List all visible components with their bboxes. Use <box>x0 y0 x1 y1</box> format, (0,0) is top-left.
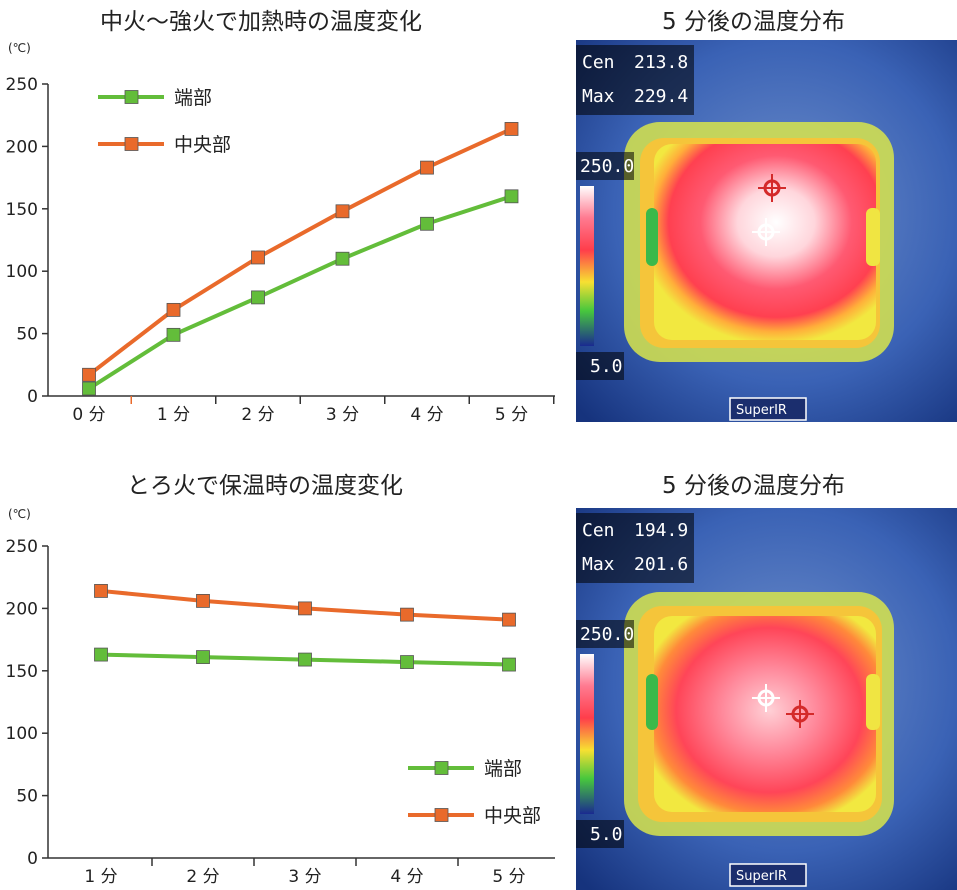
max-value: 201.6 <box>634 554 688 575</box>
cen-value: 213.8 <box>634 52 688 73</box>
max-label: Max <box>582 554 615 575</box>
data-point-0-4 <box>420 216 434 231</box>
legend-marker-1 <box>124 137 139 151</box>
cen-value: 194.9 <box>634 520 688 541</box>
data-point-1-1 <box>196 594 210 608</box>
x-tick-label: 5 分 <box>495 405 528 425</box>
y-tick-label: 200 <box>6 137 38 157</box>
y-tick-label: 150 <box>6 200 38 220</box>
thermal-image-2: Cen 194.9 Max 201.6 250.0 5.0 SuperIR <box>576 508 957 890</box>
data-point-1-0 <box>94 584 108 598</box>
x-tick-label: 1 分 <box>84 867 117 886</box>
legend-marker-1 <box>434 808 449 822</box>
y-tick-label: 0 <box>27 849 38 869</box>
x-tick-label: 4 分 <box>410 405 443 425</box>
data-point-0-2 <box>298 652 312 667</box>
data-point-0-1 <box>196 650 210 664</box>
y-unit-label: (℃) <box>8 41 31 55</box>
x-tick-label: 0 分 <box>72 405 105 425</box>
crosshair-white <box>752 218 780 246</box>
x-tick-label: 2 分 <box>241 405 274 425</box>
y-unit-label: (℃) <box>8 507 31 521</box>
brand-logo: SuperIR <box>736 403 787 418</box>
y-tick-label: 150 <box>6 662 38 682</box>
scale-min: 5.0 <box>590 356 623 377</box>
data-point-1-4 <box>502 612 516 627</box>
color-scale-bar <box>580 654 594 814</box>
color-scale-bar <box>580 186 594 346</box>
data-point-0-4 <box>502 657 516 672</box>
data-point-0-0 <box>82 381 96 396</box>
max-value: 229.4 <box>634 86 688 107</box>
thermal2-title: 5 分後の温度分布 <box>662 473 845 499</box>
y-tick-label: 100 <box>6 262 38 282</box>
y-tick-label: 50 <box>16 325 38 345</box>
series-line-0 <box>87 194 513 391</box>
crosshair-white <box>752 684 780 712</box>
data-point-0-5 <box>504 189 519 204</box>
x-tick-label: 5 分 <box>492 867 525 886</box>
y-tick-label: 250 <box>6 75 38 95</box>
x-tick-label: 4 分 <box>390 867 423 886</box>
data-point-1-2 <box>251 250 265 265</box>
data-point-1-1 <box>166 302 181 317</box>
y-tick-label: 0 <box>27 387 38 407</box>
legend-marker-0 <box>124 90 139 104</box>
x-tick-label: 3 分 <box>326 405 359 425</box>
data-point-1-5 <box>504 122 519 136</box>
data-point-1-3 <box>335 204 350 219</box>
legend-label-0: 端部 <box>174 87 212 109</box>
data-point-1-4 <box>420 160 434 175</box>
data-point-0-3 <box>335 251 350 266</box>
x-tick-label: 3 分 <box>288 867 321 886</box>
y-tick-label: 250 <box>6 537 38 557</box>
y-tick-label: 50 <box>16 787 38 807</box>
crosshair-red <box>758 174 786 202</box>
data-point-0-0 <box>94 647 108 662</box>
scale-max: 250.0 <box>580 156 634 177</box>
brand-logo: SuperIR <box>736 869 787 884</box>
chart1-title: 中火～強火で加熱時の温度変化 <box>100 9 422 35</box>
chart1: (℃) 0 50 100 150 200 250 0 分 1 分 2 分 3 分 4 分 5 分 端部中央… <box>6 41 555 425</box>
data-point-0-1 <box>166 327 181 342</box>
legend-marker-0 <box>434 761 449 775</box>
scale-max: 250.0 <box>580 624 634 645</box>
legend-label-1: 中央部 <box>174 134 231 156</box>
crosshair-red <box>786 700 814 728</box>
data-point-0-3 <box>400 655 414 669</box>
max-label: Max <box>582 86 615 107</box>
data-point-0-2 <box>251 290 265 305</box>
thermal1-title: 5 分後の温度分布 <box>662 9 845 35</box>
cen-label: Cen <box>582 52 615 73</box>
data-point-1-0 <box>82 367 96 382</box>
x-tick-label: 2 分 <box>186 867 219 886</box>
data-point-1-3 <box>400 607 414 622</box>
x-tick-label: 1 分 <box>157 405 190 425</box>
y-tick-label: 200 <box>6 599 38 619</box>
y-tick-label: 100 <box>6 724 38 744</box>
legend-label-0: 端部 <box>484 758 522 780</box>
legend-label-1: 中央部 <box>484 805 541 827</box>
scale-min: 5.0 <box>590 824 623 845</box>
cen-label: Cen <box>582 520 615 541</box>
data-point-1-2 <box>298 601 312 616</box>
chart2-title: とろ火で保温時の温度変化 <box>127 473 403 499</box>
series-line-1 <box>87 127 513 377</box>
thermal-image-1: Cen 213.8 Max 229.4 250.0 5.0 SuperIR <box>576 40 957 422</box>
